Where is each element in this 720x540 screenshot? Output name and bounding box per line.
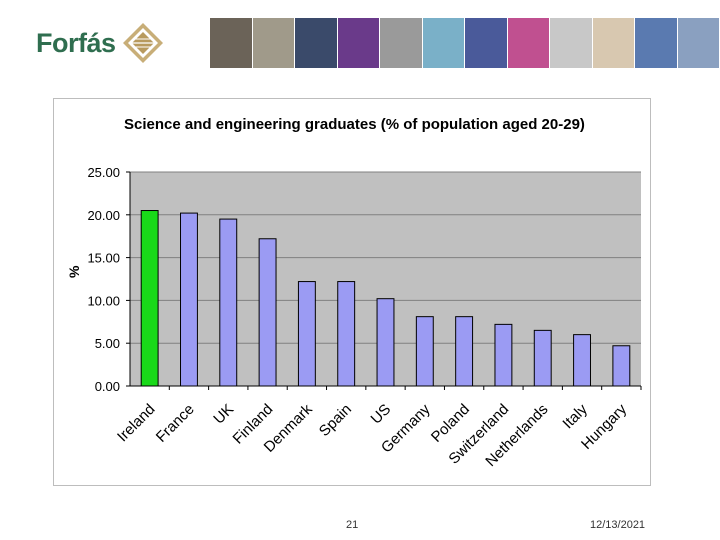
header-photo-3 xyxy=(337,18,380,68)
bar-germany xyxy=(415,316,434,387)
bar-france xyxy=(180,212,198,387)
bar-poland xyxy=(455,316,474,387)
x-tick-label: US xyxy=(368,401,395,428)
x-tick-label: Ireland xyxy=(114,401,158,445)
diamond-logo-icon xyxy=(122,23,163,63)
y-tick-label: 25.00 xyxy=(87,165,120,180)
y-tick-label: 5.00 xyxy=(95,336,120,351)
header-photo-4 xyxy=(380,18,423,68)
header-photo-10 xyxy=(635,18,678,68)
logo-text: Forfás xyxy=(36,27,116,58)
footer-date: 12/13/2021 xyxy=(590,519,646,531)
x-tick-label: Spain xyxy=(316,401,355,440)
header-photo-strip xyxy=(210,18,720,68)
header-photo-1 xyxy=(252,18,295,68)
bar-switzerland xyxy=(494,323,513,387)
header-photo-8 xyxy=(550,18,593,68)
header-photo-5 xyxy=(422,18,465,68)
header-photo-11 xyxy=(677,18,720,68)
x-tick-label: Italy xyxy=(559,400,591,432)
chart-title: Science and engineering graduates (% of … xyxy=(124,116,585,133)
bar-hungary xyxy=(612,345,631,387)
header-photo-0 xyxy=(210,18,253,68)
header-photo-6 xyxy=(465,18,508,68)
page-number: 21 xyxy=(346,519,359,531)
x-tick-label: UK xyxy=(210,401,237,428)
bar-us xyxy=(376,298,395,387)
bar-ireland xyxy=(140,210,159,387)
y-tick-label: 10.00 xyxy=(87,293,120,308)
bar-uk xyxy=(219,218,238,387)
bar-italy xyxy=(573,334,591,387)
bar-netherlands xyxy=(533,329,552,387)
y-tick-label: 15.00 xyxy=(87,251,120,266)
y-tick-label: 20.00 xyxy=(87,208,120,223)
bar-spain xyxy=(337,281,356,387)
x-tick-label: France xyxy=(153,401,198,446)
header-photo-9 xyxy=(592,18,635,68)
bar-finland xyxy=(258,238,277,387)
bar-denmark xyxy=(297,281,316,387)
header-photo-7 xyxy=(507,18,550,68)
forfas-logo: Forfás xyxy=(36,22,164,64)
header-photo-2 xyxy=(295,18,338,68)
y-tick-label: 0.00 xyxy=(95,379,120,394)
